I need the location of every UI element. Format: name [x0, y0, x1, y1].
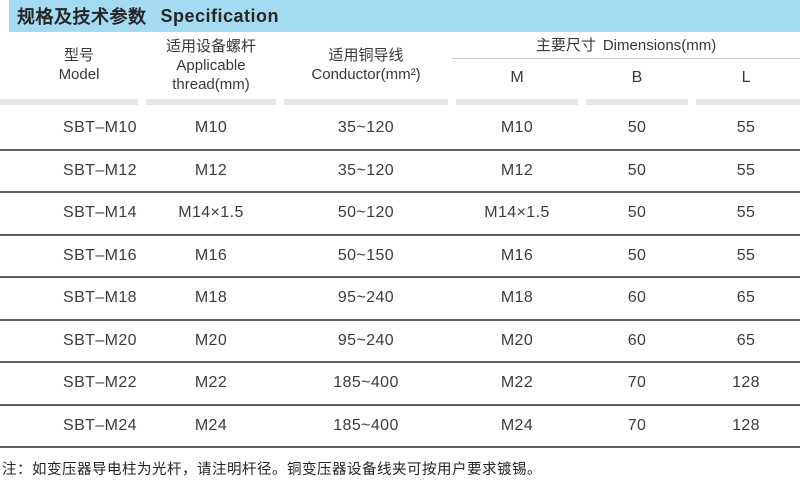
- cell-model: SBT–M22: [0, 362, 142, 406]
- col-header-thread: 适用设备螺杆 Applicable thread(mm): [142, 33, 280, 97]
- cell-conductor: 185~400: [280, 404, 452, 448]
- table-row: SBT–M20 M20 95~240 M20 60 65: [0, 319, 800, 363]
- col-header-thread-en-line1: Applicable: [176, 56, 246, 74]
- cell-dim-m: M20: [452, 319, 582, 363]
- page-title-zh: 规格及技术参数: [17, 7, 147, 27]
- col-header-dimensions-en: Dimensions(mm): [602, 36, 717, 54]
- col-header-thread-zh: 适用设备螺杆: [165, 37, 256, 55]
- header-band-segment: [456, 99, 578, 105]
- cell-model: SBT–M12: [0, 149, 142, 193]
- cell-dim-b: 60: [582, 319, 692, 363]
- cell-thread: M20: [142, 319, 280, 363]
- cell-dim-b: 50: [582, 234, 692, 278]
- cell-thread: M18: [142, 277, 280, 321]
- cell-conductor: 95~240: [280, 319, 452, 363]
- col-header-conductor: 适用铜导线 Conductor(mm²): [280, 33, 452, 97]
- cell-conductor: 35~120: [280, 149, 452, 193]
- table-row: SBT–M10 M10 35~120 M10 50 55: [0, 107, 800, 151]
- cell-dim-m: M14×1.5: [452, 192, 582, 236]
- cell-dim-l: 55: [692, 234, 800, 278]
- cell-dim-b: 60: [582, 277, 692, 321]
- cell-thread: M12: [142, 149, 280, 193]
- cell-dim-l: 55: [692, 192, 800, 236]
- header-band: [0, 97, 800, 107]
- cell-dim-m: M22: [452, 362, 582, 406]
- cell-thread: M22: [142, 362, 280, 406]
- col-header-dimensions-zh: 主要尺寸: [535, 36, 596, 54]
- col-header-model-en: Model: [58, 66, 100, 83]
- table-row: SBT–M24 M24 185~400 M24 70 128: [0, 404, 800, 448]
- col-header-model: 型号 Model: [0, 33, 142, 97]
- cell-dim-b: 50: [582, 107, 692, 151]
- footnote: 注：如变压器导电柱为光杆，请注明杆径。铜变压器设备线夹可按用户要求镀锡。: [2, 462, 542, 478]
- spec-table: 型号 Model 适用设备螺杆 Applicable thread(mm) 适用…: [0, 33, 800, 448]
- table-body: SBT–M10 M10 35~120 M10 50 55 SBT–M12 M12…: [0, 107, 800, 448]
- header-band-segment: [696, 99, 800, 105]
- cell-dim-b: 70: [582, 404, 692, 448]
- cell-dim-m: M16: [452, 234, 582, 278]
- cell-dim-l: 55: [692, 107, 800, 151]
- subcol-header-b: B: [631, 69, 643, 87]
- cell-model: SBT–M16: [0, 234, 142, 278]
- col-header-dimensions: 主要尺寸 Dimensions(mm): [452, 33, 800, 59]
- cell-conductor: 35~120: [280, 107, 452, 151]
- cell-thread: M10: [142, 107, 280, 151]
- cell-thread: M24: [142, 404, 280, 448]
- cell-dim-l: 128: [692, 362, 800, 406]
- cell-dim-b: 70: [582, 362, 692, 406]
- header-band-segment: [586, 99, 688, 105]
- cell-model: SBT–M20: [0, 319, 142, 363]
- header-band-segment: [284, 99, 448, 105]
- header-band-segment: [0, 99, 138, 105]
- cell-dim-b: 50: [582, 149, 692, 193]
- table-row: SBT–M16 M16 50~150 M16 50 55: [0, 234, 800, 278]
- cell-model: SBT–M18: [0, 277, 142, 321]
- table-header: 型号 Model 适用设备螺杆 Applicable thread(mm) 适用…: [0, 33, 800, 107]
- col-header-conductor-zh: 适用铜导线: [328, 47, 404, 64]
- cell-dim-m: M10: [452, 107, 582, 151]
- cell-dim-m: M12: [452, 149, 582, 193]
- cell-dim-b: 50: [582, 192, 692, 236]
- cell-dim-m: M24: [452, 404, 582, 448]
- cell-model: SBT–M10: [0, 107, 142, 151]
- col-header-model-zh: 型号: [63, 47, 94, 64]
- cell-dim-l: 65: [692, 319, 800, 363]
- subcol-header-m: M: [510, 69, 524, 87]
- cell-dim-l: 55: [692, 149, 800, 193]
- title-bar: 规格及技术参数 Specification: [9, 0, 800, 32]
- cell-model: SBT–M24: [0, 404, 142, 448]
- cell-conductor: 95~240: [280, 277, 452, 321]
- cell-conductor: 50~120: [280, 192, 452, 236]
- col-header-thread-en-line2: thread(mm): [172, 75, 250, 93]
- table-row: SBT–M18 M18 95~240 M18 60 65: [0, 277, 800, 321]
- table-row: SBT–M14 M14×1.5 50~120 M14×1.5 50 55: [0, 192, 800, 236]
- cell-dim-m: M18: [452, 277, 582, 321]
- page-title-en: Specification: [160, 5, 280, 26]
- cell-dim-l: 65: [692, 277, 800, 321]
- cell-conductor: 185~400: [280, 362, 452, 406]
- subcol-header-l: L: [741, 69, 751, 87]
- cell-thread: M14×1.5: [142, 192, 280, 236]
- table-row: SBT–M12 M12 35~120 M12 50 55: [0, 149, 800, 193]
- col-header-conductor-en: Conductor(mm²): [311, 66, 421, 83]
- cell-dim-l: 128: [692, 404, 800, 448]
- cell-thread: M16: [142, 234, 280, 278]
- cell-conductor: 50~150: [280, 234, 452, 278]
- cell-model: SBT–M14: [0, 192, 142, 236]
- header-band-segment: [146, 99, 276, 105]
- table-row: SBT–M22 M22 185~400 M22 70 128: [0, 362, 800, 406]
